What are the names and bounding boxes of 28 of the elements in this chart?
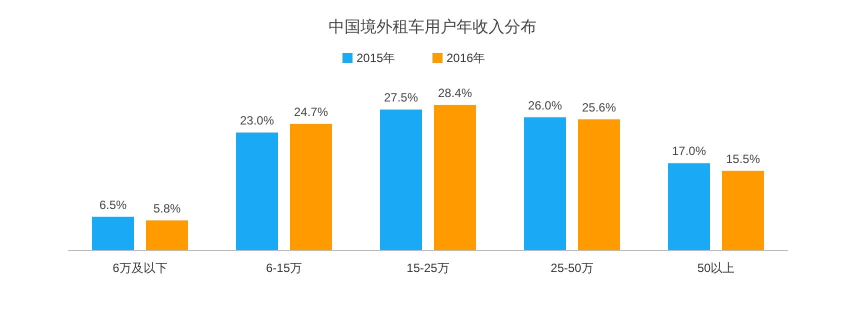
bar	[92, 216, 134, 250]
x-tick-label: 50以上	[697, 261, 735, 275]
legend-label: 2015年	[356, 51, 396, 65]
data-label: 6.5%	[99, 198, 127, 212]
bar	[722, 170, 764, 250]
data-label: 24.7%	[294, 104, 328, 119]
bar	[668, 163, 710, 250]
x-tick-label: 25-50万	[550, 261, 594, 275]
x-tick-label: 6万及以下	[112, 261, 168, 275]
data-label: 26.0%	[528, 98, 562, 112]
bar	[434, 105, 476, 250]
bar	[524, 117, 566, 250]
data-label: 5.8%	[153, 201, 181, 216]
bar	[380, 110, 422, 250]
bar	[290, 124, 332, 250]
data-label: 25.6%	[582, 100, 616, 114]
x-tick-label: 6-15万	[266, 261, 302, 275]
data-label: 15.5%	[726, 152, 760, 166]
data-label: 27.5%	[384, 90, 418, 105]
chart-title: 中国境外租车用户年收入分布	[328, 18, 536, 36]
data-label: 28.4%	[438, 86, 472, 100]
x-tick-label: 15-25万	[406, 261, 450, 275]
data-label: 23.0%	[240, 114, 274, 128]
bar	[578, 119, 620, 250]
legend-label: 2016年	[446, 51, 486, 65]
bar	[236, 132, 278, 250]
bar	[146, 220, 188, 250]
data-label: 17.0%	[672, 144, 706, 158]
